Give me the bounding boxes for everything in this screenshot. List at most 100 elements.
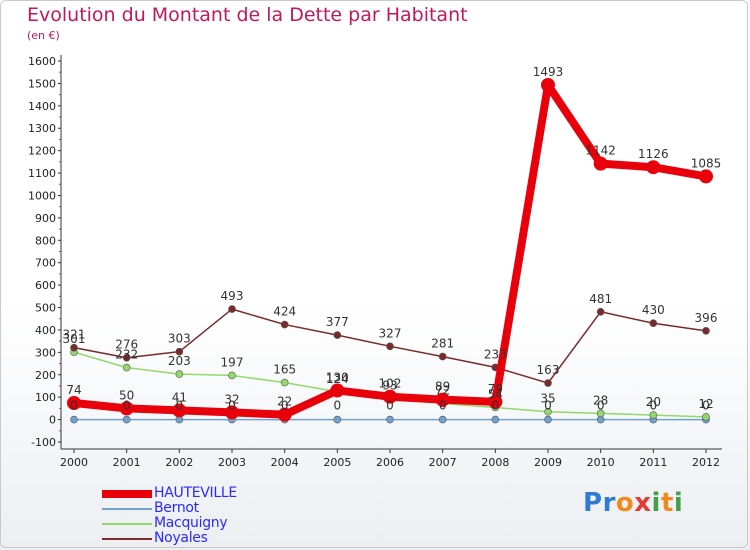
- data-point: [544, 379, 552, 387]
- y-tick-label: 1300: [28, 122, 56, 135]
- data-point: [702, 327, 710, 335]
- data-point: [544, 407, 552, 416]
- x-tick-label: 2012: [692, 456, 720, 469]
- data-point: [277, 407, 292, 422]
- data-label: 430: [642, 303, 665, 317]
- x-tick-label: 2008: [481, 456, 509, 469]
- data-label: 281: [431, 337, 454, 351]
- data-point: [122, 415, 131, 424]
- legend-label: Macquigny: [154, 515, 228, 531]
- y-tick-label: 500: [35, 302, 56, 315]
- axes: -100010020030040050060070080090010001100…: [28, 55, 722, 469]
- y-tick-label: 1400: [28, 100, 56, 113]
- x-tick-label: 2006: [376, 456, 404, 469]
- data-point: [175, 347, 184, 356]
- x-tick-label: 2005: [323, 456, 351, 469]
- data-point: [702, 413, 710, 421]
- series-noyales: [70, 305, 710, 387]
- data-labels-layer: 74 50 41 32 22 130 102 89 79 1493 1142 1126 1085 0 0 0 0…: [63, 65, 722, 413]
- data-point: [699, 169, 713, 184]
- data-point: [70, 343, 78, 352]
- data-label: 0: [386, 399, 394, 413]
- y-tick-label: 1200: [28, 145, 56, 158]
- data-label: 233: [484, 347, 507, 361]
- data-label: 396: [695, 311, 718, 325]
- data-label: 28: [593, 393, 608, 407]
- data-point: [596, 307, 605, 316]
- logo-letter: x: [634, 488, 652, 518]
- data-point: [330, 383, 345, 398]
- legend-swatch: [102, 490, 152, 498]
- data-label: 102: [379, 377, 402, 391]
- legend-label: Bernot: [154, 500, 199, 516]
- y-tick-label: 400: [35, 324, 56, 337]
- data-point: [383, 389, 397, 404]
- data-label: 303: [168, 332, 191, 346]
- data-label: 0: [228, 399, 236, 413]
- data-label: 74: [66, 383, 81, 397]
- data-label: 22: [277, 395, 292, 409]
- data-label: 1493: [533, 65, 564, 79]
- legend-swatch: [102, 508, 152, 510]
- data-label: 41: [172, 390, 187, 404]
- data-point: [119, 401, 134, 416]
- logo-letter: P: [583, 488, 603, 518]
- data-label: 0: [544, 399, 552, 413]
- y-tick-label: 100: [35, 391, 56, 404]
- data-point: [333, 415, 342, 424]
- y-tick-label: -100: [31, 436, 56, 449]
- y-tick-label: 700: [35, 257, 56, 270]
- series-hauteville: [67, 77, 713, 422]
- data-point: [333, 331, 342, 339]
- logo-letter: t: [660, 488, 674, 518]
- data-label: 0: [176, 399, 184, 413]
- data-label: 89: [435, 380, 450, 394]
- legend-label: Noyales: [154, 530, 208, 546]
- x-tick-label: 2004: [271, 456, 299, 469]
- data-label: 32: [224, 392, 239, 406]
- data-point: [488, 394, 503, 409]
- data-point: [646, 160, 661, 175]
- logo-letter: i: [651, 488, 661, 518]
- data-label: 93: [382, 379, 397, 393]
- data-label: 72: [435, 383, 450, 397]
- data-label: 481: [589, 292, 612, 306]
- data-label: 327: [379, 326, 402, 340]
- y-tick-label: 1600: [28, 55, 56, 68]
- y-tick-label: 900: [35, 212, 56, 225]
- data-label: 197: [221, 355, 244, 369]
- data-label: 0: [650, 399, 658, 413]
- x-tick-label: 2003: [218, 456, 246, 469]
- data-label: 20: [646, 395, 661, 409]
- y-tick-label: 1000: [28, 189, 56, 202]
- data-point: [438, 415, 447, 424]
- data-point: [438, 352, 447, 361]
- legend-label: HAUTEVILLE: [154, 485, 237, 501]
- x-tick-label: 2011: [639, 456, 667, 469]
- data-label: 203: [168, 354, 191, 368]
- data-label: 424: [273, 305, 296, 319]
- data-label: 276: [115, 338, 138, 352]
- y-tick-label: 1500: [28, 77, 56, 90]
- data-point: [649, 411, 658, 419]
- data-label: 0: [281, 399, 289, 413]
- data-point: [596, 415, 605, 424]
- data-label: 124: [326, 372, 349, 386]
- data-label: 321: [63, 328, 86, 342]
- logo-letter: i: [673, 488, 684, 518]
- data-point: [593, 156, 608, 171]
- data-point: [280, 378, 289, 387]
- data-point: [386, 342, 394, 351]
- data-point: [435, 392, 450, 407]
- data-point: [172, 403, 187, 418]
- series-bernot: [70, 415, 710, 424]
- data-label: 130: [326, 370, 349, 384]
- data-label: 0: [70, 399, 78, 413]
- x-tick-label: 2002: [165, 456, 193, 469]
- legend-swatch: [102, 538, 152, 540]
- data-point: [280, 320, 289, 329]
- data-label: 493: [221, 289, 244, 303]
- data-point: [649, 319, 658, 328]
- data-point: [228, 371, 236, 380]
